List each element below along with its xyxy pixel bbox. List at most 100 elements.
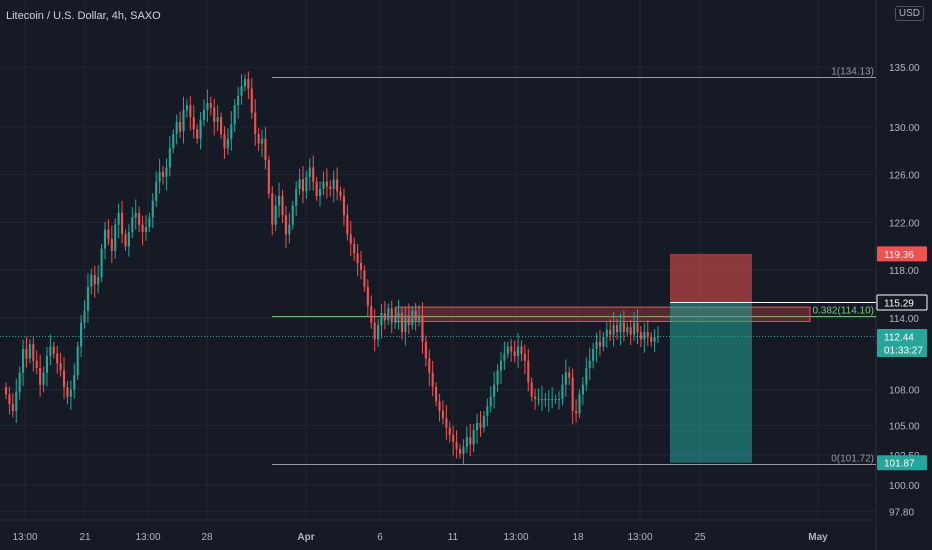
y-tick-label: 122.00 bbox=[889, 218, 920, 229]
y-tick-label: 126.00 bbox=[889, 171, 920, 182]
candle-body bbox=[144, 227, 148, 232]
candle-body bbox=[622, 322, 625, 333]
candle-body bbox=[189, 105, 192, 118]
candle-body bbox=[578, 394, 581, 414]
candle-body bbox=[458, 449, 462, 454]
candle-body bbox=[216, 117, 219, 123]
candle-body bbox=[148, 217, 151, 228]
candle-body bbox=[168, 148, 171, 168]
candle-body bbox=[32, 344, 35, 361]
candle-body bbox=[547, 399, 550, 401]
candle-body bbox=[219, 117, 223, 134]
candle-body bbox=[414, 310, 417, 321]
candle-body bbox=[390, 308, 393, 323]
candle-body bbox=[274, 205, 277, 225]
candle-body bbox=[59, 363, 62, 371]
candle-body bbox=[318, 188, 322, 197]
candle-body bbox=[643, 332, 646, 340]
candle-body bbox=[199, 119, 202, 139]
candle-body bbox=[581, 384, 584, 395]
candle-body bbox=[315, 181, 318, 197]
candle-body bbox=[656, 336, 660, 338]
candle-body bbox=[83, 310, 86, 323]
candle-body bbox=[28, 344, 31, 359]
x-tick-label: Apr bbox=[297, 532, 314, 543]
candle-body bbox=[564, 372, 567, 385]
candle-body bbox=[493, 384, 496, 397]
candle-body bbox=[172, 133, 175, 149]
y-tick-label: 130.00 bbox=[889, 123, 920, 134]
candle-body bbox=[117, 212, 120, 225]
candle-body bbox=[8, 394, 11, 404]
x-tick-label: 13:00 bbox=[12, 532, 37, 543]
candle-body bbox=[175, 122, 178, 134]
candle-body bbox=[336, 179, 339, 192]
candle-body bbox=[417, 315, 421, 321]
candle-body bbox=[530, 382, 533, 397]
candle-body bbox=[605, 329, 608, 337]
candle-body bbox=[124, 234, 127, 247]
candle-body bbox=[407, 315, 410, 326]
candle-body bbox=[650, 336, 653, 342]
candle-body bbox=[90, 274, 93, 287]
y-tick-label: 105.00 bbox=[889, 421, 920, 432]
candle-body bbox=[308, 167, 311, 177]
candle-body bbox=[424, 341, 427, 359]
candle-body bbox=[332, 179, 335, 189]
stop-loss-area bbox=[670, 253, 752, 303]
candle-body bbox=[595, 341, 598, 349]
candle-body bbox=[49, 346, 52, 357]
candle-body bbox=[588, 360, 591, 369]
candle-body bbox=[165, 167, 168, 177]
candle-body bbox=[281, 196, 284, 216]
candle-body bbox=[431, 372, 434, 388]
currency-button[interactable]: USD bbox=[894, 6, 924, 21]
x-tick-label: 18 bbox=[572, 532, 584, 543]
candle-body bbox=[465, 437, 468, 447]
candle-body bbox=[134, 212, 137, 218]
candle-body bbox=[612, 325, 615, 335]
candle-body bbox=[240, 86, 243, 96]
candle-body bbox=[110, 239, 113, 251]
candle-body bbox=[100, 248, 103, 278]
candle-body bbox=[209, 102, 212, 108]
x-tick-label: 21 bbox=[79, 532, 91, 543]
candle-body bbox=[428, 358, 431, 373]
candle-body bbox=[554, 399, 557, 401]
candle-body bbox=[230, 124, 233, 139]
candle-body bbox=[359, 262, 363, 271]
candle-body bbox=[349, 234, 352, 244]
candle-body bbox=[247, 79, 250, 89]
candle-body bbox=[196, 129, 199, 139]
price-tag bbox=[877, 328, 927, 357]
chart-title: Litecoin / U.S. Dollar, 4h, SAXO bbox=[6, 10, 161, 22]
price-tag bbox=[876, 294, 928, 311]
candle-body bbox=[22, 348, 25, 373]
candle-body bbox=[97, 277, 100, 285]
candle-body bbox=[370, 305, 373, 323]
price-tag bbox=[877, 246, 927, 262]
candle-body bbox=[411, 310, 414, 326]
candle-body bbox=[537, 399, 540, 401]
candle-body bbox=[226, 138, 229, 149]
candle-body bbox=[523, 353, 526, 361]
candle-body bbox=[185, 105, 188, 111]
candle-body bbox=[114, 224, 117, 251]
candle-body bbox=[496, 370, 499, 385]
candle-body bbox=[366, 286, 369, 306]
candle-body bbox=[52, 346, 55, 354]
candle-body bbox=[639, 332, 642, 340]
candle-body bbox=[267, 160, 270, 194]
candle-body bbox=[585, 368, 588, 385]
candle-body bbox=[223, 133, 226, 149]
candle-body bbox=[373, 322, 376, 340]
candle-body bbox=[421, 315, 424, 342]
candle-body bbox=[653, 336, 656, 342]
price-tag-label: 119.36 bbox=[884, 250, 914, 261]
candle-body bbox=[107, 229, 110, 240]
time-axis bbox=[0, 520, 876, 550]
x-tick-label: 13:00 bbox=[503, 532, 528, 543]
candle-body bbox=[158, 172, 161, 182]
candle-body bbox=[161, 172, 165, 177]
